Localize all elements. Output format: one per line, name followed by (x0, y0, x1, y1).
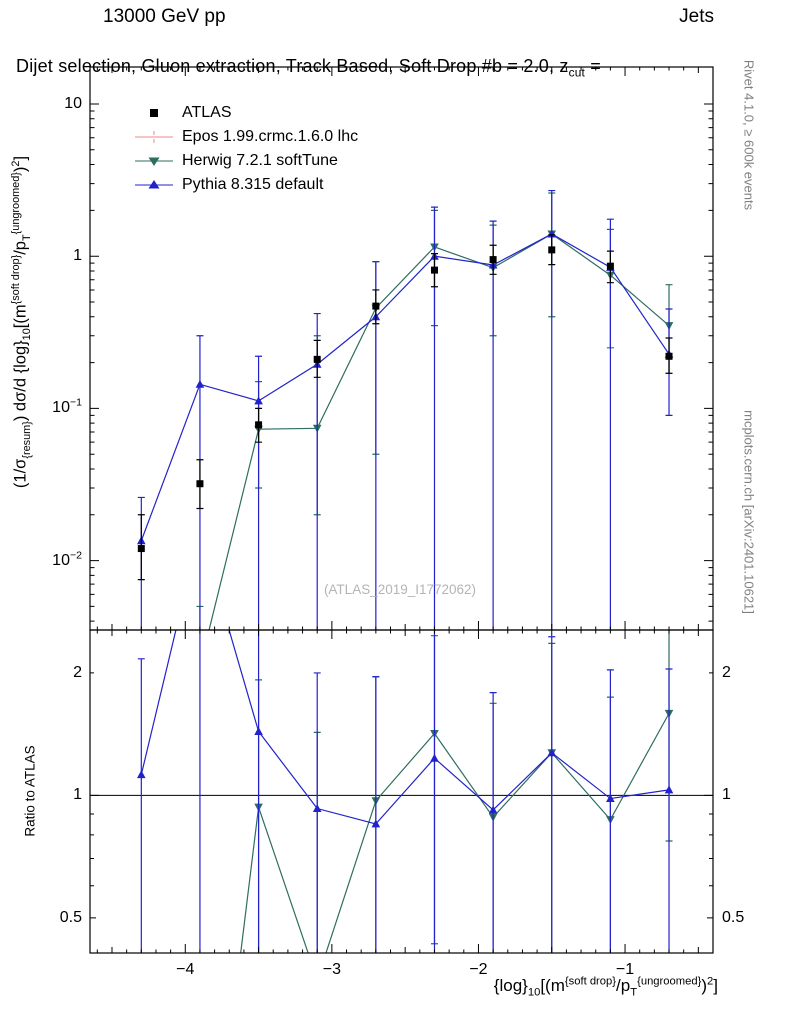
legend-item-pythia: Pythia 8.315 default (134, 173, 358, 197)
atlas-square-marker-icon (134, 105, 174, 121)
x-axis-label: {log}10[(m{soft drop}/pT{ungroomed})2] (493, 975, 718, 999)
legend-item-herwig: Herwig 7.2.1 softTune (134, 149, 358, 173)
herwig-triangle-down-marker-icon (134, 153, 174, 169)
legend: ATLAS Epos 1.99.crmc.1.6.0 lhc Herwig 7.… (134, 101, 358, 197)
legend-item-atlas: ATLAS (134, 101, 358, 125)
legend-item-epos: Epos 1.99.crmc.1.6.0 lhc (134, 125, 358, 149)
beam-energy-label: 13000 GeV pp (103, 6, 226, 27)
legend-label: Pythia 8.315 default (182, 176, 324, 193)
legend-label: Herwig 7.2.1 softTune (182, 152, 338, 169)
legend-label: ATLAS (182, 104, 232, 121)
epos-cross-marker-icon (134, 129, 174, 145)
analysis-group-label: Jets (679, 6, 714, 27)
legend-label: Epos 1.99.crmc.1.6.0 lhc (182, 128, 359, 145)
analysis-id-watermark: (ATLAS_2019_I1772062) (323, 582, 477, 597)
ratio-y-axis-label: Ratio to ATLAS (22, 745, 38, 837)
pythia-triangle-up-marker-icon (134, 177, 174, 193)
plot-title: Dijet selection, Gluon extraction, Track… (16, 56, 601, 77)
main-y-axis-label: (1/σ{resum}) dσ/d {log}10[(m{soft drop}/… (10, 155, 33, 489)
mcplots-arxiv-note: mcplots.cern.ch [arXiv:2401.10621] (741, 410, 757, 614)
rivet-version-note: Rivet 4.1.0, ≥ 600k events (741, 59, 757, 211)
